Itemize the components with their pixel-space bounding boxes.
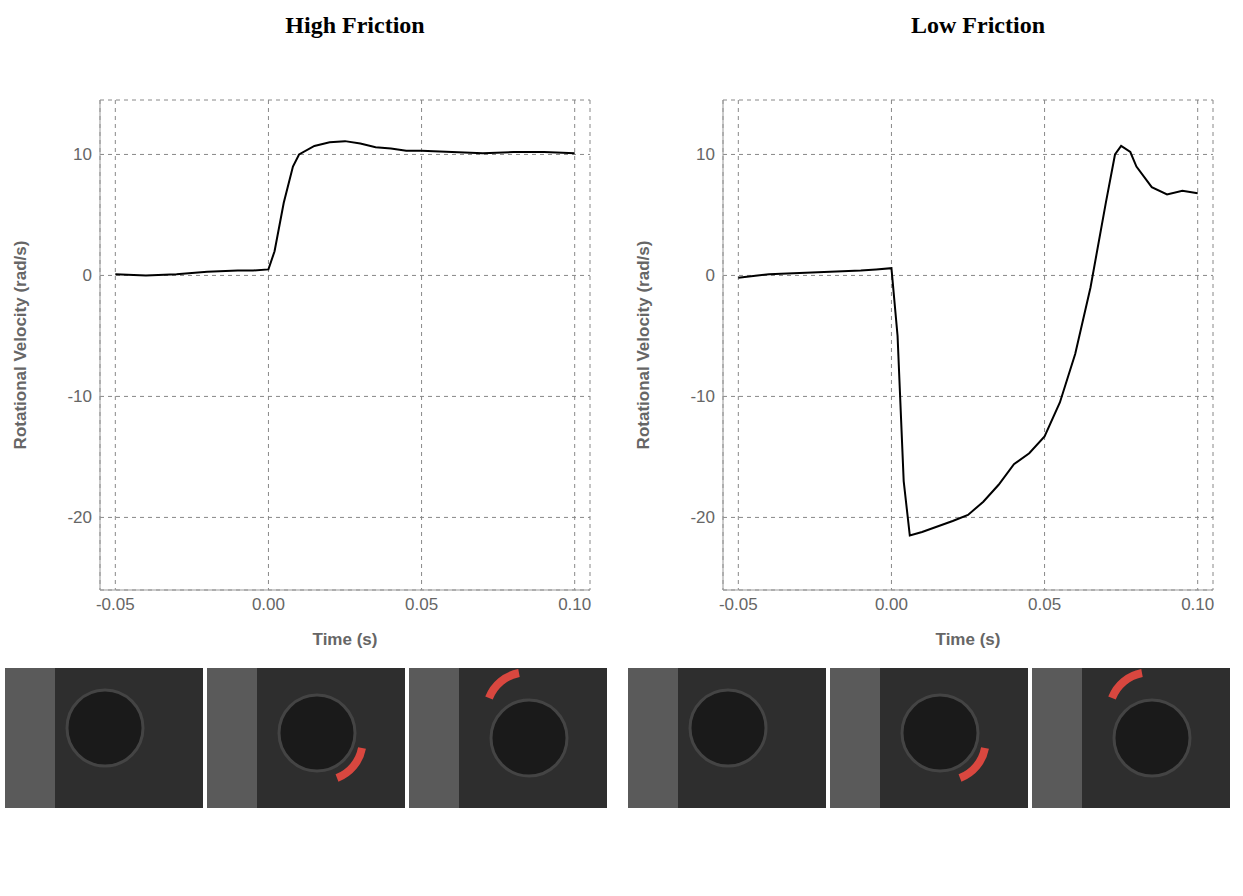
svg-text:Time (s): Time (s)	[936, 630, 1001, 649]
svg-text:10: 10	[696, 145, 715, 164]
svg-text:-10: -10	[67, 387, 92, 406]
svg-text:0.10: 0.10	[1181, 595, 1214, 614]
html-text:High Friction: High Friction	[285, 12, 425, 38]
svg-text:-20: -20	[67, 508, 92, 527]
svg-text:-0.05: -0.05	[96, 595, 135, 614]
svg-text:Time (s): Time (s)	[313, 630, 378, 649]
svg-text:0.10: 0.10	[558, 595, 591, 614]
svg-text:-0.05: -0.05	[719, 595, 758, 614]
svg-text:0.05: 0.05	[405, 595, 438, 614]
svg-text:0.05: 0.05	[1028, 595, 1061, 614]
svg-text:0: 0	[83, 266, 92, 285]
svg-text:Rotational Velocity (rad/s): Rotational Velocity (rad/s)	[11, 241, 30, 450]
svg-text:-20: -20	[690, 508, 715, 527]
svg-text:10: 10	[73, 145, 92, 164]
svg-text:0: 0	[706, 266, 715, 285]
svg-text:0.00: 0.00	[875, 595, 908, 614]
svg-text:Rotational Velocity (rad/s): Rotational Velocity (rad/s)	[634, 241, 653, 450]
svg-text:0.00: 0.00	[252, 595, 285, 614]
html-text:Low Friction: Low Friction	[911, 12, 1045, 38]
svg-text:-10: -10	[690, 387, 715, 406]
